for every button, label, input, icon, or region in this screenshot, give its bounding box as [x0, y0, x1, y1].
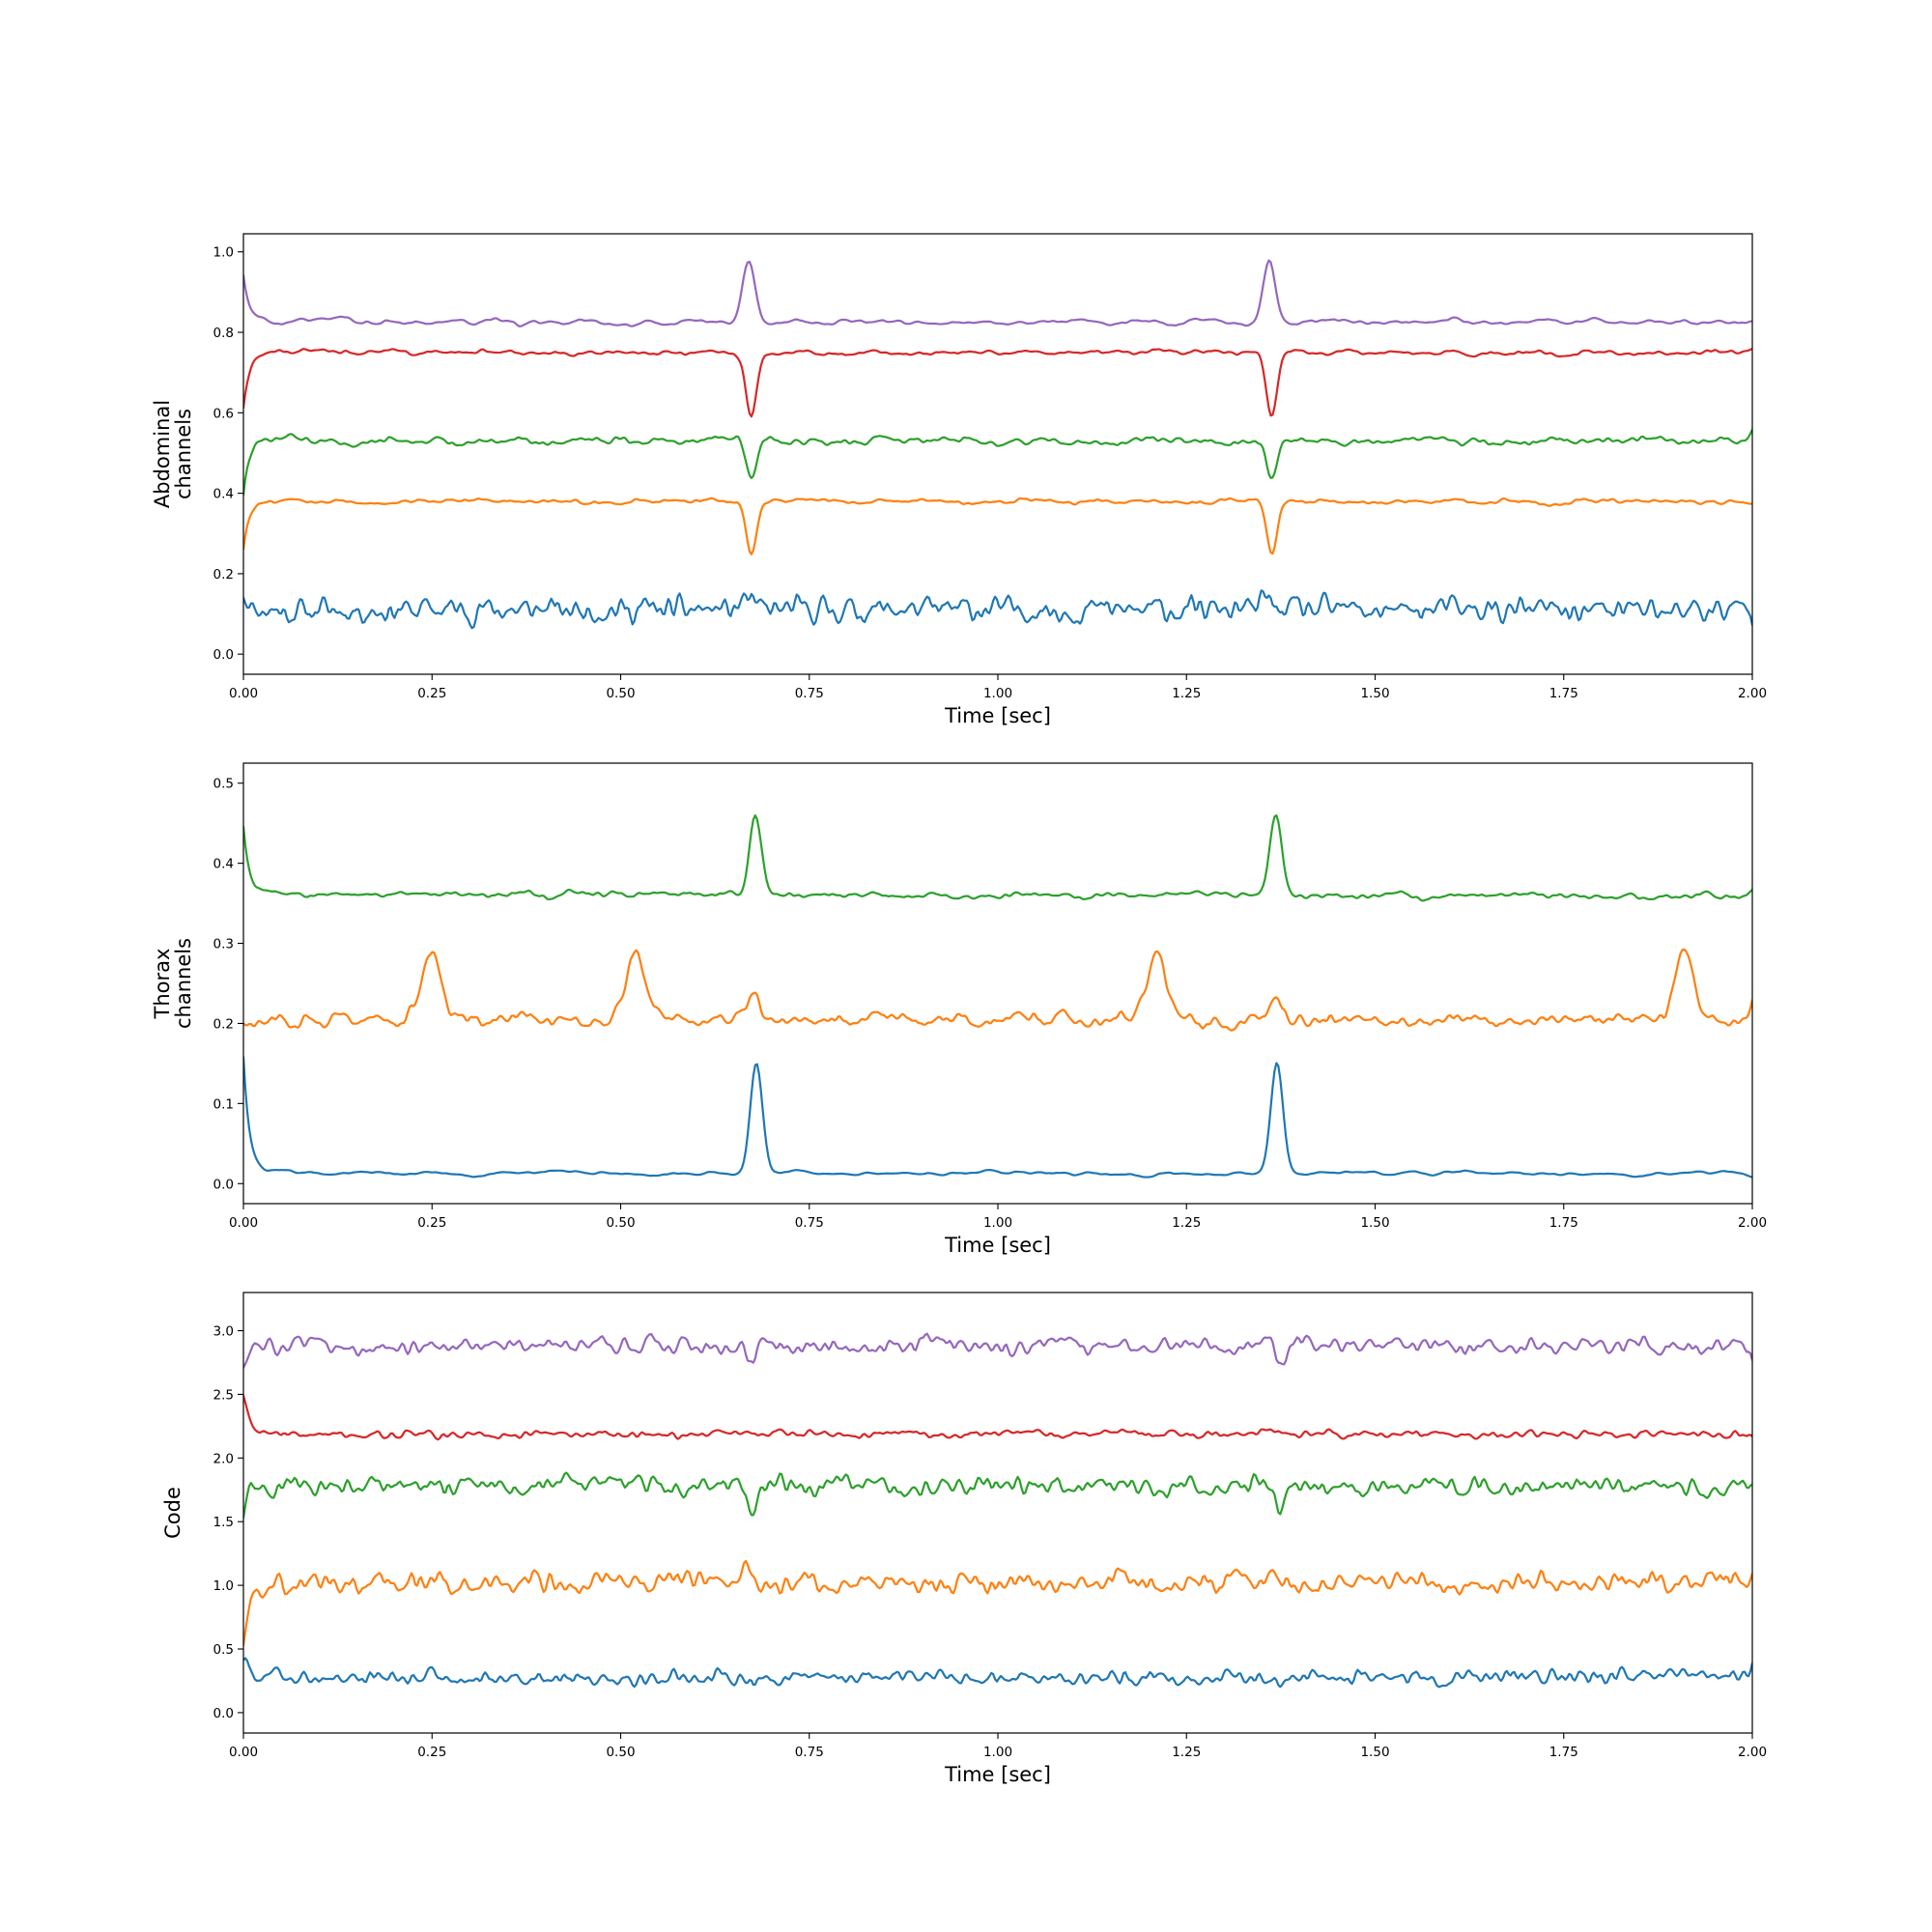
y-tick-label: 0.6	[213, 406, 234, 421]
series-line-3	[243, 1471, 1752, 1520]
chart-panel-2: 0.00 0.25 0.50 0.75 1.00 1.25 1.50 1.75 2.00 0.0 0…	[151, 762, 1767, 1257]
series-line-5	[243, 1332, 1752, 1369]
x-tick-label: 0.50	[606, 1745, 635, 1760]
y-tick-label: 3.0	[213, 1324, 234, 1340]
y-tick-label: 0.2	[213, 567, 234, 582]
x-axis-label: Time [sec]	[944, 1763, 1051, 1786]
x-tick-label: 2.00	[1738, 686, 1767, 701]
chart-panel-1: 0.00 0.25 0.50 0.75 1.00 1.25 1.50 1.75 2.00 0.0 0…	[151, 233, 1767, 727]
y-tick-label: 0.0	[213, 1177, 234, 1192]
y-tick-label: 0.5	[213, 1642, 234, 1658]
y-axis-label: Code	[161, 1487, 185, 1539]
series-line-2	[243, 948, 1752, 1032]
x-tick-label: 0.75	[795, 1745, 824, 1760]
x-tick-label: 0.00	[229, 1215, 258, 1231]
x-tick-label: 0.25	[417, 1745, 446, 1760]
series-line-4	[243, 347, 1752, 418]
x-tick-label: 1.75	[1549, 686, 1578, 701]
x-tick-label: 0.75	[795, 686, 824, 701]
x-tick-label: 0.50	[606, 686, 635, 701]
chart-panel-3: 0.00 0.25 0.50 0.75 1.00 1.25 1.50 1.75 2.00 0.0 0…	[161, 1292, 1767, 1786]
series-group	[243, 814, 1752, 1179]
y-tick-label: 2.5	[213, 1387, 234, 1403]
series-line-4	[243, 1394, 1752, 1441]
y-tick-label: 0.1	[213, 1096, 234, 1112]
series-line-5	[243, 259, 1752, 327]
y-tick-label: 0.8	[213, 326, 234, 341]
x-tick-label: 1.50	[1360, 686, 1389, 701]
series-line-1	[243, 1657, 1752, 1689]
y-tick-label: 0.5	[213, 777, 234, 792]
x-tick-label: 1.25	[1172, 1745, 1201, 1760]
x-tick-label: 1.25	[1172, 686, 1201, 701]
x-tick-label: 1.75	[1549, 1745, 1578, 1760]
x-tick-label: 2.00	[1738, 1215, 1767, 1231]
x-tick-label: 1.75	[1549, 1215, 1578, 1231]
y-axis-label: Thoraxchannels	[151, 938, 195, 1029]
y-tick-label: 0.0	[213, 1706, 234, 1721]
y-tick-label: 0.4	[213, 857, 234, 872]
x-tick-label: 2.00	[1738, 1745, 1767, 1760]
series-line-2	[243, 1559, 1752, 1647]
x-tick-label: 1.00	[983, 1745, 1012, 1760]
y-tick-label: 0.0	[213, 647, 234, 663]
series-line-1	[243, 1056, 1752, 1179]
panels: 0.00 0.25 0.50 0.75 1.00 1.25 1.50 1.75 2.000.00…	[151, 233, 1767, 1786]
y-tick-label: 1.0	[213, 245, 234, 261]
y-tick-label: 1.0	[213, 1578, 234, 1594]
y-tick-label: 0.2	[213, 1016, 234, 1032]
x-tick-label: 0.75	[795, 1215, 824, 1231]
x-tick-label: 1.50	[1360, 1215, 1389, 1231]
x-tick-label: 0.25	[417, 1215, 446, 1231]
x-axis-label: Time [sec]	[944, 1234, 1051, 1257]
series-line-2	[243, 497, 1752, 555]
series-group	[243, 259, 1752, 630]
series-line-1	[243, 589, 1752, 630]
x-tick-label: 1.25	[1172, 1215, 1201, 1231]
x-tick-label: 1.00	[983, 686, 1012, 701]
y-tick-label: 2.0	[213, 1451, 234, 1466]
series-group	[243, 1332, 1752, 1689]
x-tick-label: 1.00	[983, 1215, 1012, 1231]
x-tick-label: 0.00	[229, 1745, 258, 1760]
x-axis-label: Time [sec]	[944, 704, 1051, 727]
x-tick-label: 1.50	[1360, 1745, 1389, 1760]
y-tick-label: 0.4	[213, 487, 234, 502]
x-tick-label: 0.50	[606, 1215, 635, 1231]
y-tick-label: 0.3	[213, 937, 234, 952]
series-line-3	[243, 428, 1752, 497]
x-tick-label: 0.25	[417, 686, 446, 701]
y-tick-label: 1.5	[213, 1515, 234, 1530]
x-tick-label: 0.00	[229, 686, 258, 701]
series-line-3	[243, 814, 1752, 902]
y-axis-label: Abdominalchannels	[151, 400, 195, 508]
